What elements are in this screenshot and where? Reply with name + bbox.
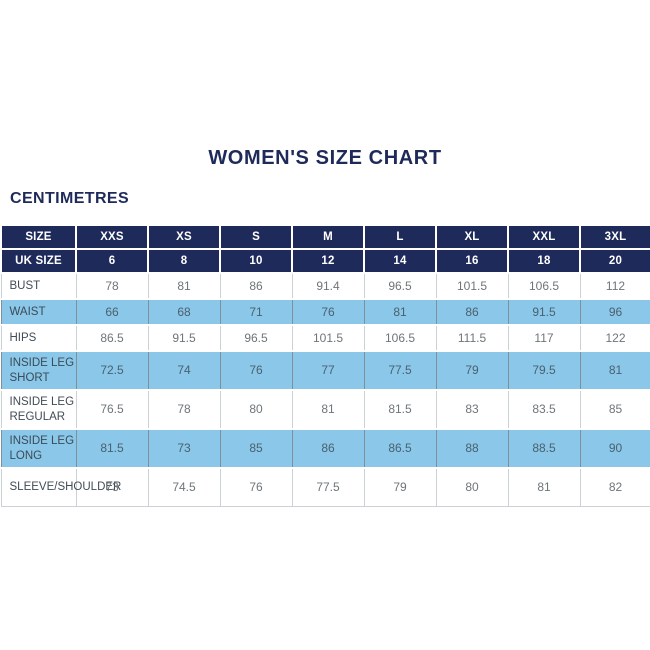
table-cell: 85 <box>219 428 293 469</box>
row-label: INSIDE LEG REGULAR <box>0 389 77 430</box>
table-cell: 122 <box>579 324 650 352</box>
table-cell: 86.5 <box>75 324 149 352</box>
table-cell: 81 <box>147 272 221 300</box>
table-cell: 76.5 <box>75 389 149 430</box>
table-cell: 86 <box>219 272 293 300</box>
uk-size-row: UK SIZE 6 8 10 12 14 16 18 20 <box>0 248 650 274</box>
table-cell: 81 <box>363 298 437 326</box>
table-cell: 96 <box>579 298 650 326</box>
row-label: WAIST <box>0 298 77 326</box>
table-cell: 81 <box>507 467 581 507</box>
table-cell: 82 <box>579 467 650 507</box>
table-cell: 111.5 <box>435 324 509 352</box>
header-cell: SIZE <box>0 224 77 250</box>
table-cell: 96.5 <box>363 272 437 300</box>
table-cell: 74 <box>147 350 221 391</box>
table-cell: 6 <box>75 248 149 274</box>
table-cell: 80 <box>219 389 293 430</box>
bust-row: BUST 78 81 86 91.4 96.5 101.5 106.5 112 <box>0 272 650 300</box>
table-cell: 78 <box>75 272 149 300</box>
row-label: HIPS <box>0 324 77 352</box>
table-cell: 81 <box>291 389 365 430</box>
table-cell: 20 <box>579 248 650 274</box>
row-label: INSIDE LEG LONG <box>0 428 77 469</box>
table-cell: 12 <box>291 248 365 274</box>
inside-leg-regular-row: INSIDE LEG REGULAR 76.5 78 80 81 81.5 83… <box>0 389 650 430</box>
table-cell: 91.5 <box>507 298 581 326</box>
table-cell: 81.5 <box>75 428 149 469</box>
table-cell: 83.5 <box>507 389 581 430</box>
table-cell: 86 <box>291 428 365 469</box>
table-cell: 77.5 <box>291 467 365 507</box>
table-cell: 79.5 <box>507 350 581 391</box>
inside-leg-long-row: INSIDE LEG LONG 81.5 73 85 86 86.5 88 88… <box>0 428 650 469</box>
table-cell: 112 <box>579 272 650 300</box>
table-cell: 18 <box>507 248 581 274</box>
unit-heading: CENTIMETRES <box>10 190 130 207</box>
table-cell: 76 <box>219 350 293 391</box>
table-cell: 85 <box>579 389 650 430</box>
row-label: BUST <box>0 272 77 300</box>
header-cell: S <box>219 224 293 250</box>
table-cell: 14 <box>363 248 437 274</box>
table-cell: 73 <box>75 467 149 507</box>
table-cell: 96.5 <box>219 324 293 352</box>
waist-row: WAIST 66 68 71 76 81 86 91.5 96 <box>0 298 650 326</box>
hips-row: HIPS 86.5 91.5 96.5 101.5 106.5 111.5 11… <box>0 324 650 352</box>
table-cell: 88 <box>435 428 509 469</box>
table-cell: 16 <box>435 248 509 274</box>
header-cell: XXL <box>507 224 581 250</box>
header-cell: XS <box>147 224 221 250</box>
header-cell: M <box>291 224 365 250</box>
header-cell: 3XL <box>579 224 650 250</box>
table-cell: 80 <box>435 467 509 507</box>
table-cell: 73 <box>147 428 221 469</box>
sleeve-shoulder-row: SLEEVE/SHOULDER 73 74.5 76 77.5 79 80 81… <box>0 467 650 507</box>
table-cell: 77 <box>291 350 365 391</box>
table-cell: 76 <box>291 298 365 326</box>
row-label: INSIDE LEG SHORT <box>0 350 77 391</box>
size-chart-table: SIZE XXS XS S M L XL XXL 3XL UK SIZE 6 8… <box>0 224 650 507</box>
table-cell: 117 <box>507 324 581 352</box>
table-cell: 72.5 <box>75 350 149 391</box>
table-cell: 101.5 <box>435 272 509 300</box>
table-cell: 91.5 <box>147 324 221 352</box>
table-cell: 74.5 <box>147 467 221 507</box>
table-cell: 86 <box>435 298 509 326</box>
inside-leg-short-row: INSIDE LEG SHORT 72.5 74 76 77 77.5 79 7… <box>0 350 650 391</box>
table-cell: 106.5 <box>507 272 581 300</box>
table-cell: 79 <box>363 467 437 507</box>
page-title: WOMEN'S SIZE CHART <box>208 147 442 169</box>
table-cell: 66 <box>75 298 149 326</box>
table-cell: 78 <box>147 389 221 430</box>
table-cell: 77.5 <box>363 350 437 391</box>
table-cell: 83 <box>435 389 509 430</box>
table-cell: 71 <box>219 298 293 326</box>
table-cell: 91.4 <box>291 272 365 300</box>
table-cell: 10 <box>219 248 293 274</box>
table-cell: 88.5 <box>507 428 581 469</box>
table-cell: 79 <box>435 350 509 391</box>
table-cell: 81.5 <box>363 389 437 430</box>
table-cell: 81 <box>579 350 650 391</box>
table-cell: 76 <box>219 467 293 507</box>
table-cell: 68 <box>147 298 221 326</box>
table-cell: 86.5 <box>363 428 437 469</box>
table-cell: 90 <box>579 428 650 469</box>
size-header-row: SIZE XXS XS S M L XL XXL 3XL <box>0 224 650 250</box>
header-cell: XL <box>435 224 509 250</box>
row-label: SLEEVE/SHOULDER <box>0 467 121 507</box>
table-cell: 106.5 <box>363 324 437 352</box>
header-cell: L <box>363 224 437 250</box>
row-label: UK SIZE <box>0 248 77 274</box>
header-cell: XXS <box>75 224 149 250</box>
table-cell: 8 <box>147 248 221 274</box>
table-cell: 101.5 <box>291 324 365 352</box>
